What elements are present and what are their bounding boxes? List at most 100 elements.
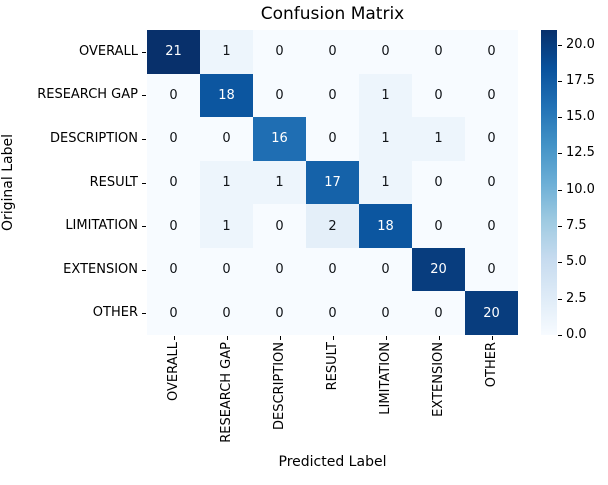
cell-value: 1 [434,131,443,147]
heatmap-cell: 0 [306,30,359,74]
colorbar-tick-mark [558,299,562,300]
colorbar-tick-mark [558,153,562,154]
heatmap-cell: 0 [306,117,359,161]
heatmap-cell: 0 [253,247,306,292]
heatmap-cell: 0 [306,73,359,118]
colorbar-tick-label: 12.5 [566,145,595,160]
cell-value: 0 [487,44,496,60]
heatmap-cell: 0 [200,247,253,292]
cell-value: 0 [275,87,284,103]
heatmap-cell: 0 [306,291,359,335]
cell-value: 0 [169,131,178,147]
heatmap-cell: 0 [359,291,412,335]
x-tick-label: DESCRIPTION [272,342,287,430]
heatmap-cell: 0 [412,204,465,248]
cell-value: 0 [275,262,284,278]
heatmap-cell: 0 [253,73,306,118]
cell-value: 0 [328,262,337,278]
x-tick-mark [227,336,228,340]
colorbar-tick-label: 10.0 [566,182,595,197]
cell-value: 20 [430,262,447,278]
heatmap-cell: 0 [200,117,253,161]
x-tick-label: OVERALL [166,342,181,401]
y-tick-mark [142,95,146,96]
heatmap-cell: 1 [359,117,412,161]
y-tick-label: LIMITATION [65,218,138,233]
heatmap-cell: 0 [147,247,200,292]
y-tick-label: RESULT [89,175,138,190]
heatmap-cell: 0 [147,204,200,248]
colorbar-tick-mark [558,81,562,82]
cell-value: 0 [275,218,284,234]
x-tick-label: RESEARCH GAP [219,342,234,443]
heatmap-cell: 20 [465,291,518,335]
cell-value: 0 [222,305,231,321]
heatmap-cell: 0 [412,73,465,118]
y-tick-label: OVERALL [79,44,138,59]
heatmap-cell: 0 [465,117,518,161]
cell-value: 0 [222,262,231,278]
heatmap-cell: 18 [359,204,412,248]
heatmap-cell: 16 [253,117,306,161]
x-axis-label: Predicted Label [278,454,387,470]
heatmap-cell: 0 [412,160,465,205]
cell-value: 0 [487,131,496,147]
cell-value: 16 [271,131,288,147]
heatmap-cell: 21 [147,30,200,74]
cell-value: 0 [434,87,443,103]
cell-value: 21 [165,44,182,60]
cell-value: 0 [487,174,496,190]
colorbar-tick-mark [558,262,562,263]
y-tick-label: DESCRIPTION [50,131,138,146]
heatmap-cell: 0 [147,291,200,335]
y-tick-mark [142,226,146,227]
cell-value: 0 [169,218,178,234]
heatmap-cell: 0 [359,30,412,74]
cell-value: 0 [222,131,231,147]
heatmap-cell: 0 [147,73,200,118]
heatmap-cell: 0 [465,30,518,74]
y-tick-mark [142,139,146,140]
x-tick-label: EXTENSION [431,342,446,417]
colorbar-tick-mark [558,335,562,336]
y-tick-mark [142,313,146,314]
cell-value: 0 [169,87,178,103]
cell-value: 0 [275,305,284,321]
y-tick-label: RESEARCH GAP [37,87,138,102]
x-tick-label: LIMITATION [378,342,393,415]
heatmap-cell: 0 [412,291,465,335]
cell-value: 0 [169,174,178,190]
heatmap-cell: 20 [412,247,465,292]
cell-value: 0 [434,305,443,321]
cell-value: 1 [222,218,231,234]
x-tick-mark [492,336,493,340]
colorbar-tick-mark [558,117,562,118]
colorbar-tick-label: 5.0 [566,254,587,269]
colorbar-tick-label: 7.5 [566,218,587,233]
y-tick-label: OTHER [92,305,138,320]
heatmap-cell: 2 [306,204,359,248]
cell-value: 0 [434,174,443,190]
heatmap-cell: 0 [359,247,412,292]
heatmap-cell: 0 [253,30,306,74]
x-tick-mark [333,336,334,340]
heatmap-cell: 0 [147,160,200,205]
heatmap-cell: 1 [200,160,253,205]
cell-value: 1 [222,174,231,190]
x-tick-label: OTHER [484,342,499,388]
cell-value: 0 [381,44,390,60]
heatmap-cell: 0 [147,117,200,161]
cell-value: 1 [222,44,231,60]
colorbar-tick-mark [558,190,562,191]
heatmap-cell: 1 [253,160,306,205]
heatmap-cell: 17 [306,160,359,205]
colorbar-gradient [541,30,557,335]
heatmap-cell: 0 [200,291,253,335]
heatmap-cell: 0 [465,160,518,205]
chart-title: Confusion Matrix [260,4,405,24]
cell-value: 0 [434,218,443,234]
cell-value: 1 [381,174,390,190]
cell-value: 0 [487,262,496,278]
heatmap-cell: 1 [200,204,253,248]
colorbar-tick-label: 20.0 [566,37,595,52]
